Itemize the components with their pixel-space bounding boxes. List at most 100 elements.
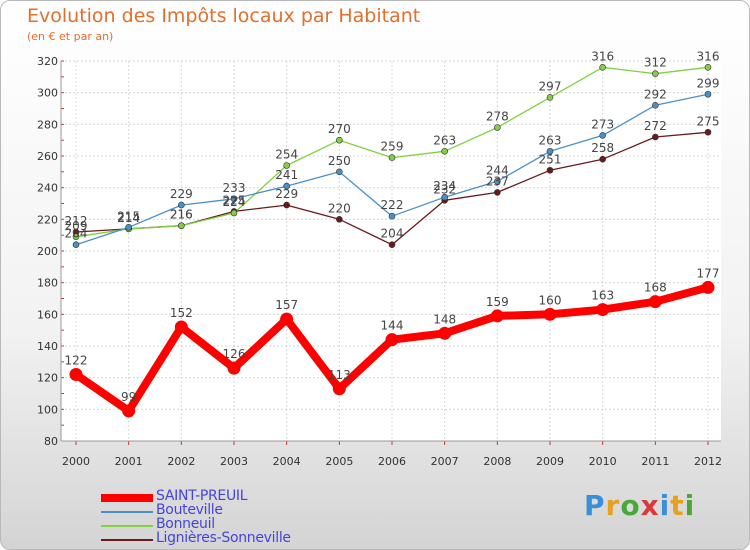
data-label: 263 [433, 133, 456, 147]
logo-letter: i [684, 489, 696, 522]
y-tick-label: 300 [37, 87, 58, 100]
y-tick-label: 160 [37, 308, 58, 321]
data-point [227, 361, 241, 375]
data-point [336, 168, 343, 176]
chart-subtitle: (en € et par an) [27, 30, 114, 43]
data-label: 233 [223, 181, 246, 195]
data-point [596, 303, 610, 317]
data-point [546, 147, 554, 155]
data-label: 159 [486, 295, 509, 309]
data-label: 160 [539, 293, 562, 307]
data-label: 157 [275, 298, 298, 312]
data-point [178, 222, 185, 229]
data-point [441, 147, 448, 155]
data-point [388, 212, 396, 220]
data-label: 209 [65, 219, 88, 233]
y-tick-label: 260 [37, 150, 58, 163]
data-point [174, 320, 188, 334]
chart-title: Evolution des Impôts locaux par Habitant [27, 5, 421, 27]
data-point [704, 128, 712, 136]
legend-label: SAINT-PREUIL [156, 488, 248, 504]
data-point [494, 178, 501, 185]
data-point [69, 368, 83, 381]
x-tick-label: 2011 [641, 455, 669, 468]
data-label: 177 [697, 266, 720, 280]
y-tick-label: 280 [37, 118, 58, 131]
legend-swatch [101, 494, 153, 502]
data-label: 297 [539, 79, 562, 93]
logo-letter: x [640, 489, 660, 522]
y-tick-label: 140 [37, 340, 58, 353]
data-label: 204 [381, 227, 404, 241]
y-tick-label: 320 [37, 55, 58, 68]
data-label: 204 [65, 227, 88, 241]
data-point [652, 102, 659, 109]
data-point [599, 155, 606, 163]
data-point [178, 201, 185, 209]
legend-label: Lignières-Sonneville [156, 530, 291, 546]
x-tick-label: 2006 [378, 455, 406, 468]
data-point [652, 70, 659, 77]
data-label: 225 [223, 193, 246, 207]
legend-label: Bouteville [156, 502, 223, 518]
legend-item-saint-preuil: SAINT-PREUIL [101, 488, 351, 505]
data-label: 144 [381, 319, 404, 333]
y-tick-label: 200 [37, 245, 58, 258]
data-label: 232 [433, 182, 456, 196]
logo-letter: P [584, 489, 606, 522]
data-label: 234 [433, 179, 456, 193]
data-point [652, 133, 659, 141]
x-tick-label: 2009 [536, 455, 564, 468]
legend-item-bouteville: Bouteville [101, 502, 351, 519]
data-point [336, 136, 343, 144]
data-label: 214 [117, 211, 140, 225]
data-label: 99 [121, 390, 136, 404]
data-label: 148 [433, 312, 456, 326]
logo-letter: i [659, 489, 671, 522]
y-tick-label: 80 [44, 435, 58, 448]
data-point [494, 189, 501, 196]
data-point [438, 326, 452, 340]
x-tick-label: 2001 [115, 455, 143, 468]
data-label: 168 [644, 281, 667, 295]
data-label: 273 [591, 117, 614, 131]
y-tick-label: 120 [37, 372, 58, 385]
x-tick-label: 2005 [325, 455, 353, 468]
data-label: 254 [275, 148, 298, 162]
data-point [546, 166, 554, 174]
data-point [385, 333, 399, 347]
data-point [332, 382, 346, 396]
data-point [72, 233, 80, 241]
data-point [648, 295, 662, 309]
y-tick-label: 240 [37, 182, 58, 195]
legend-item-lignieres-sonneville: Lignières-Sonneville [101, 530, 351, 547]
logo-letter: r [605, 489, 621, 522]
legend-swatch [101, 525, 153, 527]
x-tick-label: 2002 [167, 455, 195, 468]
data-label: 250 [328, 154, 351, 168]
data-point [701, 280, 715, 294]
legend-swatch [101, 539, 153, 541]
data-point [125, 223, 132, 231]
data-point [599, 132, 606, 139]
data-point [704, 64, 712, 71]
proxiti-logo: Proxiti [584, 489, 695, 522]
data-point [388, 241, 396, 248]
x-tick-label: 2004 [273, 455, 301, 468]
legend-swatch [101, 511, 153, 513]
data-point [704, 90, 712, 98]
y-tick-label: 180 [37, 277, 58, 290]
x-tick-label: 2012 [694, 455, 722, 468]
data-label: 224 [223, 195, 246, 209]
data-point [388, 154, 396, 161]
data-point [336, 216, 343, 223]
x-tick-label: 2008 [483, 455, 511, 468]
data-point [230, 195, 238, 203]
data-label: 229 [170, 187, 193, 201]
data-point [72, 241, 80, 248]
x-tick-label: 2000 [62, 455, 90, 468]
data-label: 244 [486, 163, 509, 177]
legend-label: Bonneuil [156, 516, 215, 532]
